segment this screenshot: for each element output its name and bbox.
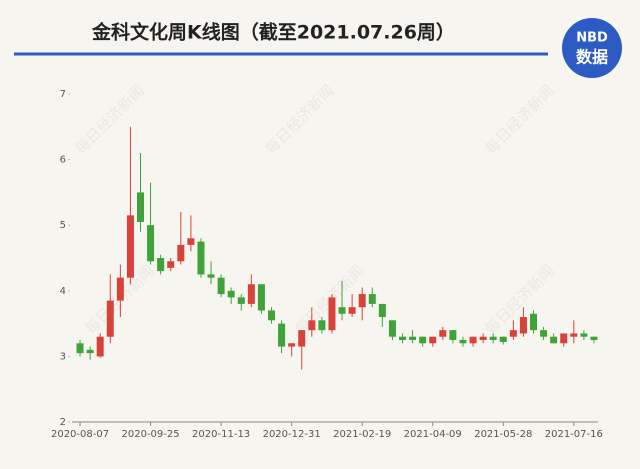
x-tick-label: 2020-09-25 xyxy=(122,429,180,440)
candle-body xyxy=(459,340,467,344)
candle-body xyxy=(499,336,507,342)
candle-body xyxy=(590,336,598,340)
y-tick-label: 4 xyxy=(60,286,66,297)
candle-body xyxy=(388,320,396,337)
candle-body xyxy=(489,336,497,340)
candle-body xyxy=(469,336,477,344)
candle-body xyxy=(479,336,487,340)
candle-body xyxy=(358,294,366,308)
logo-top: NBD xyxy=(576,31,608,46)
candle-body xyxy=(217,277,225,295)
candle-body xyxy=(116,277,124,301)
candle-body xyxy=(449,330,457,340)
candle-body xyxy=(167,261,175,268)
candle-body xyxy=(288,343,296,347)
candle-body xyxy=(96,336,104,357)
candle-body xyxy=(399,336,406,340)
candle-body xyxy=(439,330,447,337)
candle-body xyxy=(177,244,185,262)
candle-body xyxy=(318,320,326,331)
candle-body xyxy=(237,297,245,304)
candle-body xyxy=(530,313,537,331)
candle-body xyxy=(419,336,427,344)
logo-bottom: 数据 xyxy=(576,48,608,67)
x-tick-label: 2021-02-19 xyxy=(333,429,391,440)
candle-body xyxy=(257,284,265,311)
candle-body xyxy=(147,225,155,262)
candle-body xyxy=(560,333,568,344)
candle-body xyxy=(298,330,306,347)
candle-body xyxy=(570,333,578,337)
candle-body xyxy=(126,215,134,278)
candle-body xyxy=(247,284,255,304)
y-tick-label: 2 xyxy=(60,417,66,428)
candle-body xyxy=(227,290,235,298)
candle-body xyxy=(308,320,316,331)
candle-body xyxy=(550,336,558,344)
candle-body xyxy=(137,192,144,222)
x-tick-label: 2021-07-16 xyxy=(545,429,603,440)
candle-body xyxy=(268,310,275,321)
x-tick-label: 2021-05-28 xyxy=(474,429,532,440)
candle-body xyxy=(157,258,165,272)
candle-body xyxy=(429,336,437,344)
candle-body xyxy=(328,297,336,331)
y-tick-label: 7 xyxy=(60,89,66,100)
candle-body xyxy=(106,300,114,337)
candle-body xyxy=(348,307,356,314)
y-tick-label: 6 xyxy=(60,155,66,166)
candle-body xyxy=(368,294,376,304)
x-tick-label: 2020-08-07 xyxy=(51,429,109,440)
candle-body xyxy=(338,307,346,314)
candle-body xyxy=(409,336,417,340)
logo xyxy=(562,18,622,78)
candle-body xyxy=(580,333,588,337)
candle-body xyxy=(76,343,84,354)
candle-body xyxy=(197,241,205,275)
chart-title: 金科文化周K线图（截至2021.07.26周） xyxy=(91,21,455,44)
candle-body xyxy=(378,303,386,318)
candle-body xyxy=(509,330,517,337)
x-tick-label: 2020-12-31 xyxy=(263,429,321,440)
y-tick-label: 5 xyxy=(60,220,66,231)
candle-body xyxy=(86,349,94,354)
candle-body xyxy=(540,330,548,337)
candle-body xyxy=(278,323,286,347)
y-tick-label: 3 xyxy=(60,351,66,362)
candle-body xyxy=(207,274,215,278)
candle-body xyxy=(187,238,195,245)
x-tick-label: 2021-04-09 xyxy=(404,429,462,440)
candle-body xyxy=(519,317,527,334)
x-tick-label: 2020-11-13 xyxy=(192,429,250,440)
